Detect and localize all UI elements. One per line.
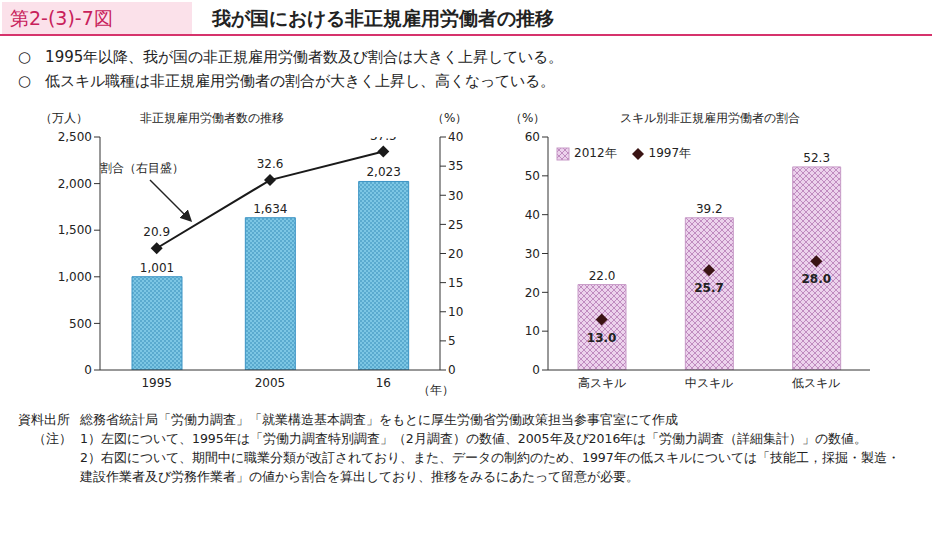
- svg-text:16: 16: [376, 376, 391, 390]
- svg-text:35: 35: [448, 159, 463, 173]
- html-text:2）右図について、期間中に職業分類が改訂されており、また、デ: 2）右図について、期間中に職業分類が改訂されており、また、データの制約のため、1…: [80, 450, 900, 484]
- html-text:（万人）: （万人）: [40, 111, 88, 125]
- html-text:低スキル職種は非正規雇用労働者の割合が大きく上昇し、高くなっ: 低スキル職種は非正規雇用労働者の割合が大きく上昇し、高くなっている。: [45, 72, 556, 90]
- svg-text:22.0: 22.0: [589, 269, 616, 283]
- svg-text:0: 0: [532, 363, 540, 377]
- html-text:2012年: 2012年: [574, 146, 617, 160]
- svg-text:1,000: 1,000: [58, 270, 92, 284]
- svg-text:20: 20: [525, 286, 540, 300]
- html-text:スキル別非正規雇用労働者の割合: スキル別非正規雇用労働者の割合: [620, 111, 800, 125]
- svg-text:20.9: 20.9: [143, 225, 170, 239]
- html-text:1997年: 1997年: [648, 146, 692, 160]
- svg-text:0: 0: [84, 363, 92, 377]
- svg-text:25: 25: [448, 218, 463, 232]
- svg-text:40: 40: [448, 130, 463, 144]
- html-text:総務省統計局「労働力調査」「就業構造基本調査」をもとに厚生労: 総務省統計局「労働力調査」「就業構造基本調査」をもとに厚生労働省労働政策担当参事…: [80, 412, 678, 427]
- html-text:割合（右目盛）: 割合（右目盛）: [100, 161, 184, 175]
- svg-text:28.0: 28.0: [802, 272, 832, 286]
- svg-text:高スキル: 高スキル: [578, 376, 626, 390]
- svg-text:52.3: 52.3: [803, 151, 830, 165]
- svg-text:10: 10: [448, 305, 463, 319]
- svg-text:2005: 2005: [255, 376, 286, 390]
- svg-text:2,000: 2,000: [58, 177, 92, 191]
- svg-text:500: 500: [69, 317, 92, 331]
- svg-text:37.5: 37.5: [370, 137, 397, 143]
- svg-text:40: 40: [525, 208, 540, 222]
- svg-text:中スキル: 中スキル: [685, 376, 733, 390]
- svg-text:1,500: 1,500: [58, 223, 92, 237]
- svg-text:32.6: 32.6: [257, 157, 284, 171]
- html-text:（注）: （注）: [33, 431, 72, 446]
- svg-text:2,500: 2,500: [58, 130, 92, 144]
- svg-text:25.7: 25.7: [694, 281, 724, 295]
- svg-text:1,001: 1,001: [140, 261, 174, 275]
- html-text:（年）: （年）: [418, 383, 454, 397]
- svg-text:2,023: 2,023: [366, 165, 400, 179]
- svg-text:1,634: 1,634: [253, 202, 287, 216]
- svg-text:30: 30: [525, 247, 540, 261]
- html-text:非正規雇用労働者数の推移: 非正規雇用労働者数の推移: [140, 111, 284, 125]
- svg-text:15: 15: [448, 276, 463, 290]
- svg-text:20: 20: [448, 247, 463, 261]
- svg-text:30: 30: [448, 189, 463, 203]
- svg-text:13.0: 13.0: [587, 331, 617, 345]
- svg-text:低スキル: 低スキル: [792, 376, 840, 390]
- svg-text:39.2: 39.2: [696, 202, 723, 216]
- html-text:資料出所: 資料出所: [18, 412, 70, 427]
- svg-text:1995: 1995: [141, 376, 172, 390]
- svg-text:0: 0: [448, 363, 456, 377]
- html-text:1995年以降、我が国の非正規雇用労働者数及び割合は大きく上: 1995年以降、我が国の非正規雇用労働者数及び割合は大きく上昇している。: [45, 48, 564, 66]
- html-text:1）左図について、1995年は「労働力調査特別調査」（2月調: 1）左図について、1995年は「労働力調査特別調査」（2月調査）の数値、2005…: [80, 431, 868, 446]
- svg-text:60: 60: [525, 130, 540, 144]
- svg-text:10: 10: [525, 324, 540, 338]
- svg-text:5: 5: [448, 334, 456, 348]
- svg-text:50: 50: [525, 169, 540, 183]
- html-text:我が国における非正規雇用労働者の推移: 我が国における非正規雇用労働者の推移: [212, 7, 554, 29]
- html-text:第2-(3)-7図: 第2-(3)-7図: [10, 7, 113, 29]
